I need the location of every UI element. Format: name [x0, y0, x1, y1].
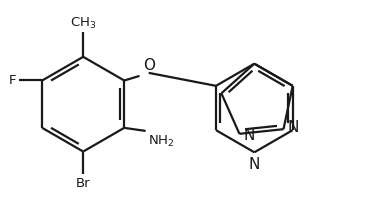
- Text: N: N: [249, 157, 260, 172]
- Text: NH$_2$: NH$_2$: [148, 134, 174, 149]
- Text: Br: Br: [76, 177, 90, 190]
- Text: O: O: [143, 58, 155, 73]
- Text: N: N: [287, 120, 299, 135]
- Text: CH$_3$: CH$_3$: [70, 16, 97, 31]
- Text: N: N: [243, 128, 255, 143]
- Text: F: F: [9, 74, 16, 87]
